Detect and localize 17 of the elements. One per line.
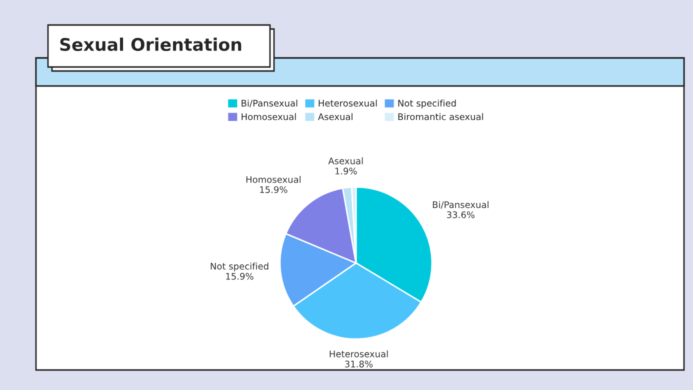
legend-label: Homosexual (242, 113, 296, 120)
legend-label: Not specified (398, 100, 456, 108)
slice-label: Asexual (328, 157, 363, 164)
data-label: 15.9% (260, 186, 288, 194)
slice-label: Bi/Pansexual (432, 201, 488, 209)
slice-label: Homosexual (246, 176, 301, 183)
legend-label: Heterosexual (318, 100, 377, 107)
data-label: 15.9% (226, 272, 254, 280)
legend-label: Asexual (318, 113, 352, 120)
legend-label: Biromantic asexual (398, 113, 483, 120)
slice-label: Heterosexual (330, 350, 388, 358)
chart-title: Sexual Orientation (60, 38, 242, 52)
legend-label: Bi/Pansexual (242, 100, 298, 108)
slice-label: Not specified (210, 262, 268, 272)
data-label: 31.8% (345, 360, 373, 368)
data-label: 1.9% (335, 168, 357, 174)
data-label: 33.6% (447, 211, 475, 218)
